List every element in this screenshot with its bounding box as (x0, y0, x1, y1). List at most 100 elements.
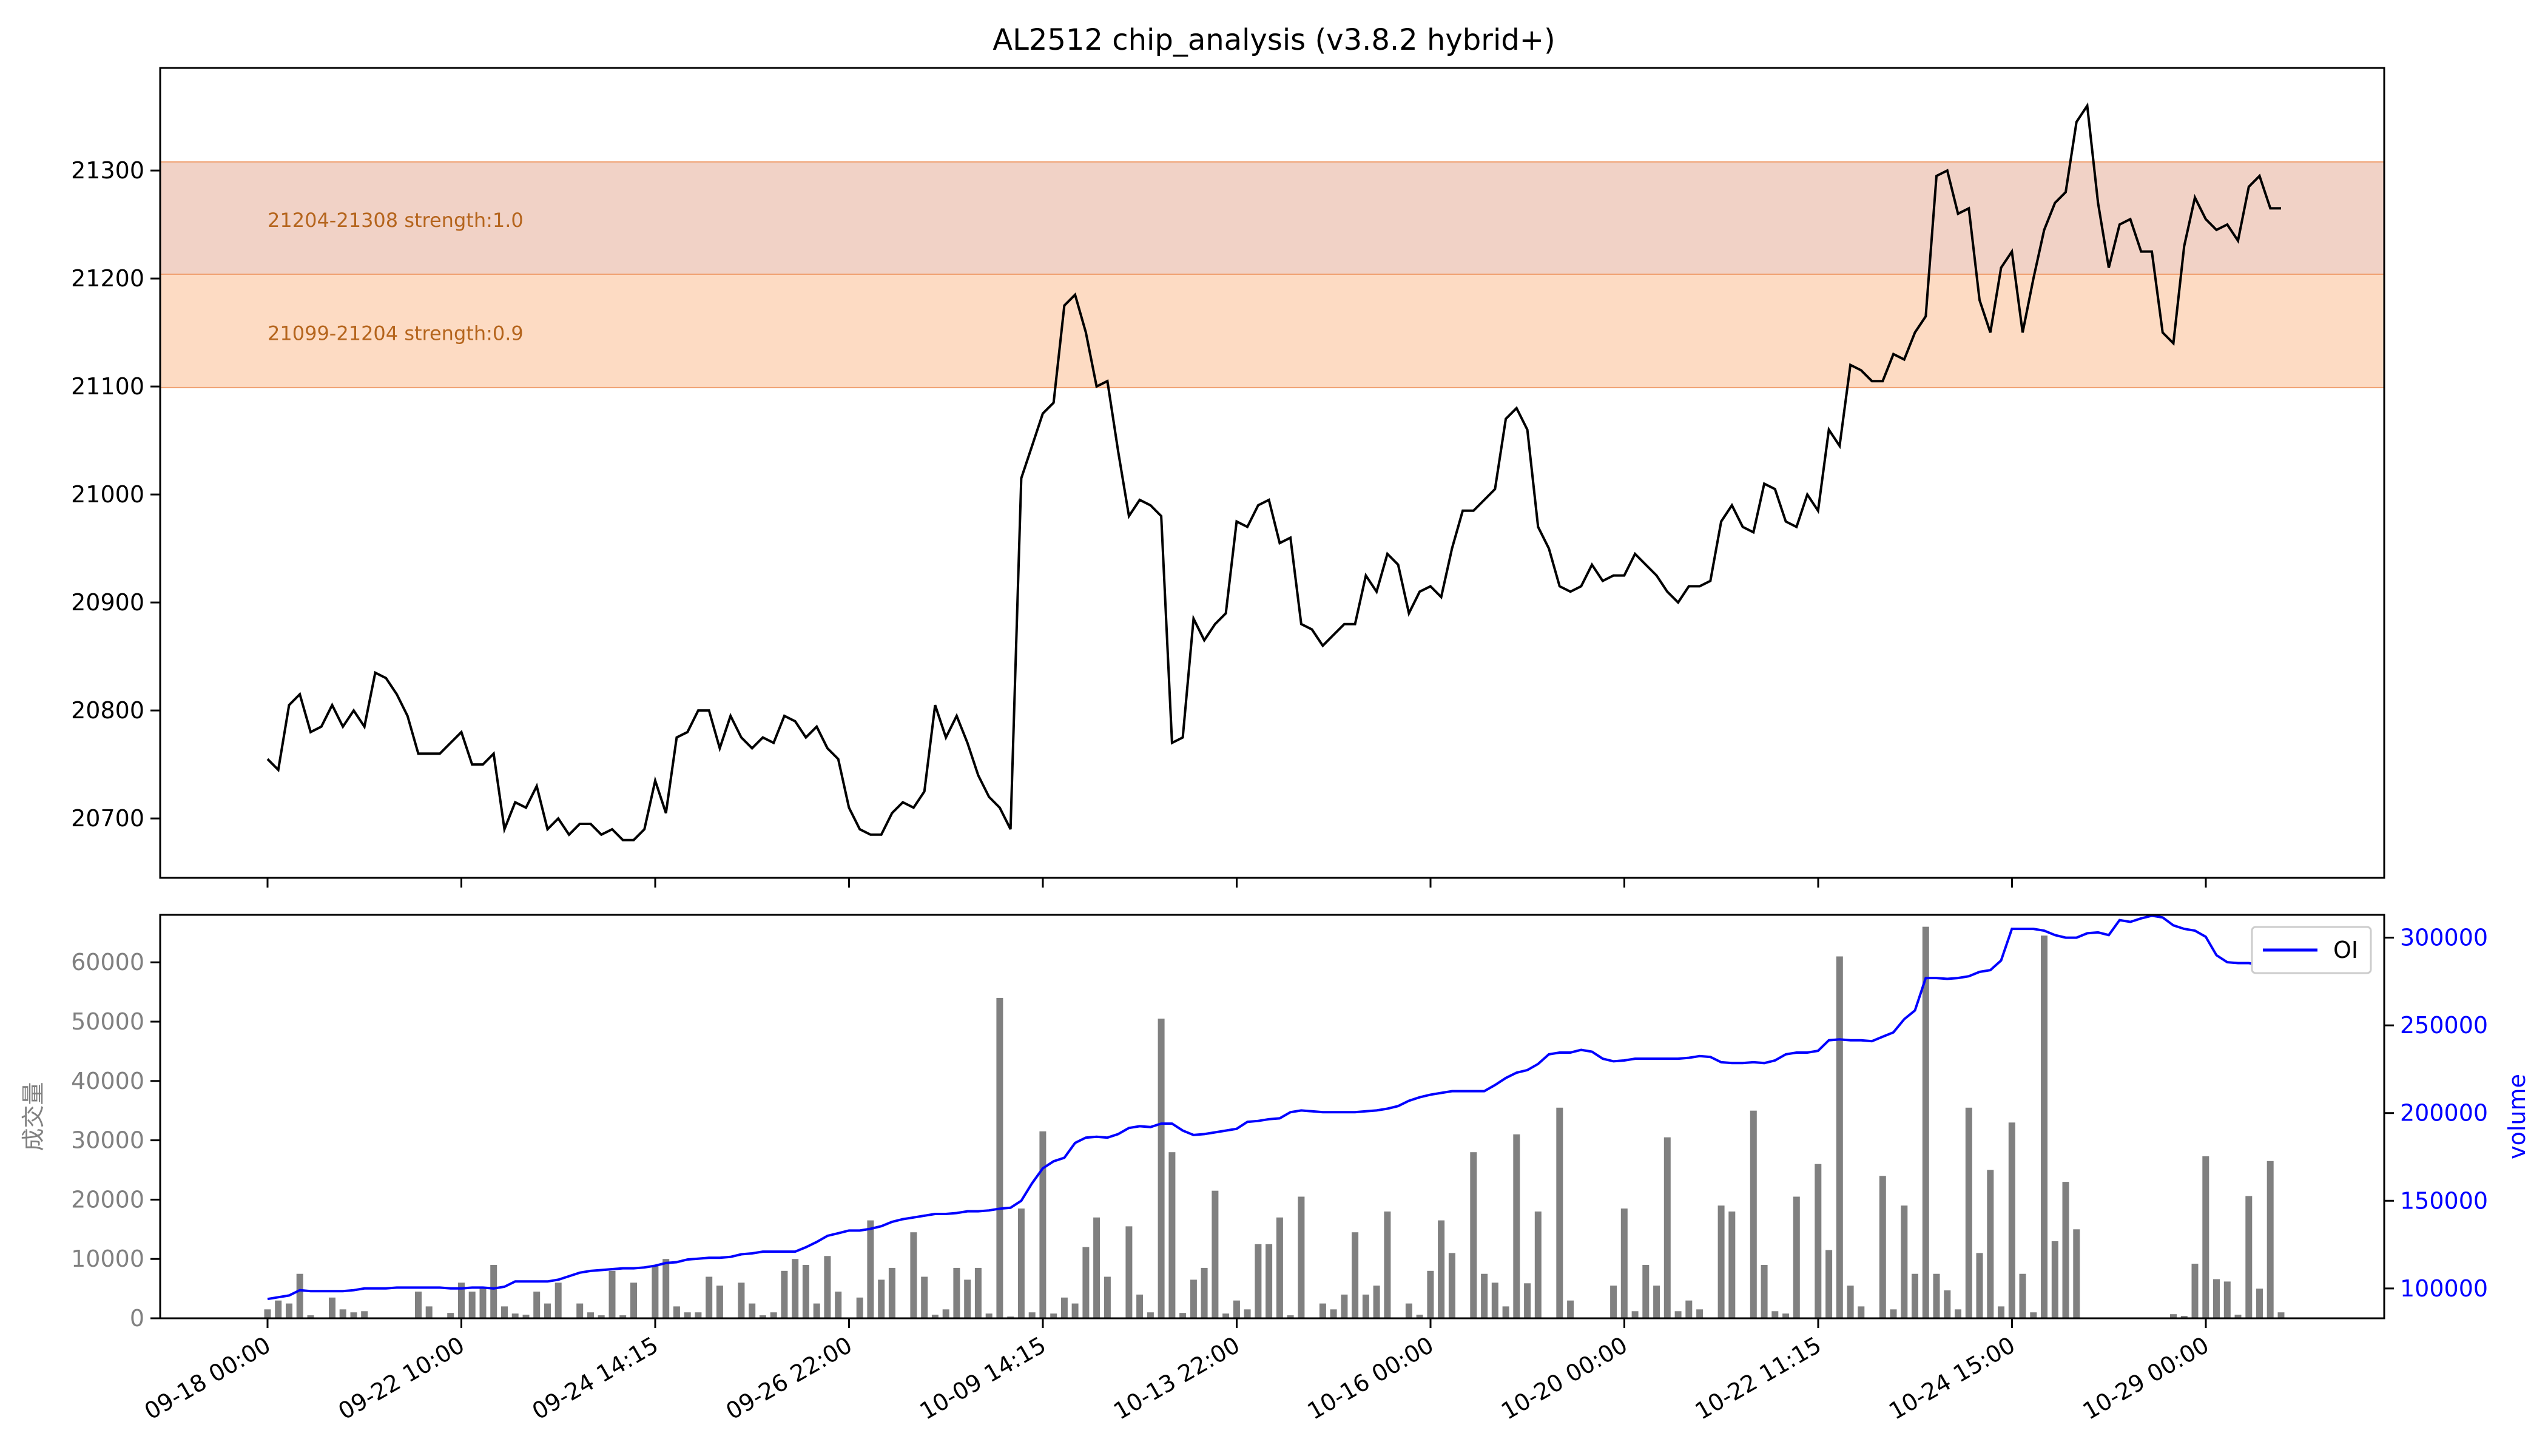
volume-bar (1082, 1247, 1090, 1318)
volume-bar (1405, 1303, 1412, 1318)
volume-bar (1481, 1273, 1488, 1318)
volume-bar (1362, 1294, 1369, 1318)
volume-bar (1028, 1312, 1036, 1318)
volume-bar (1890, 1309, 1897, 1318)
volume-bar (1825, 1250, 1833, 1318)
volume-bar (1244, 1309, 1251, 1318)
volume-bar (835, 1292, 842, 1318)
oi-ytick-label-1: 150000 (2400, 1187, 2488, 1214)
volume-bar (1696, 1309, 1704, 1318)
volume-bar (1674, 1311, 1682, 1318)
band-label-1: 21099-21204 strength:0.9 (268, 322, 524, 345)
volume-bar (974, 1267, 982, 1318)
volume-bar (1631, 1311, 1639, 1318)
volume-bar (781, 1270, 788, 1318)
volume-bar (576, 1303, 584, 1318)
volume-bar (1858, 1306, 1865, 1318)
volume-bar (1190, 1279, 1197, 1318)
volume-bars (264, 926, 2285, 1319)
price-ytick-label-5: 21200 (71, 265, 144, 292)
volume-bar (2256, 1289, 2263, 1318)
volume-bar (1502, 1306, 1509, 1318)
volume-bar (598, 1315, 605, 1318)
volume-bar (996, 997, 1003, 1318)
volume-bar (1610, 1286, 1617, 1318)
volume-bar (1416, 1315, 1423, 1318)
oi-line (267, 914, 2346, 1301)
volume-bar (1717, 1205, 1725, 1318)
volume-bar (286, 1303, 292, 1318)
oi-ytick-label-3: 250000 (2400, 1012, 2488, 1039)
volume-bar (716, 1286, 723, 1318)
volume-bar (1879, 1176, 1886, 1318)
volume-bar (1373, 1286, 1380, 1318)
volume-bar (447, 1313, 454, 1318)
volume-bar (1168, 1152, 1176, 1318)
volume-bar (608, 1270, 616, 1318)
volume-bar (1071, 1303, 1079, 1318)
volume-bar (415, 1292, 422, 1318)
volume-bar (1793, 1196, 1800, 1318)
volume-bar (1104, 1276, 1111, 1318)
xtick-label-5: 10-13 22:00 (1109, 1332, 1244, 1425)
volume-bar (867, 1220, 874, 1318)
price-line (266, 102, 2281, 841)
volume-bar (1093, 1217, 1100, 1319)
volume-bar (652, 1265, 659, 1318)
volume-ytick-label-2: 20000 (71, 1186, 144, 1213)
volume-bar (2062, 1182, 2069, 1318)
volume-bar (2202, 1156, 2209, 1318)
volume-bar (1330, 1309, 1337, 1318)
volume-bar (1663, 1137, 1671, 1318)
volume-bar (554, 1282, 562, 1318)
volume-bar (1276, 1217, 1283, 1319)
volume-bar (1298, 1196, 1305, 1318)
resistance-bands: 21204-21308 strength:1.0 21099-21204 stre… (160, 161, 2384, 388)
volume-bar (1567, 1300, 1574, 1318)
volume-bar (361, 1311, 368, 1318)
volume-bar (1438, 1220, 1445, 1318)
volume-bar (264, 1309, 271, 1318)
volume-bar (1039, 1131, 1046, 1318)
volume-bar (1922, 926, 1929, 1318)
volume-bar (2073, 1229, 2080, 1318)
legend-oi-label: OI (2333, 937, 2358, 963)
volume-bar (673, 1306, 680, 1318)
volume-bar (1470, 1152, 1477, 1318)
volume-bar (533, 1292, 541, 1318)
volume-x-axis: 09-18 00:00 09-22 10:00 09-24 14:15 09-26 2… (140, 1318, 2214, 1425)
volume-ytick-label-6: 60000 (71, 949, 144, 976)
legend: OI (2251, 926, 2372, 974)
volume-bar (458, 1282, 465, 1318)
volume-bar (1556, 1107, 1563, 1318)
volume-bar (1266, 1244, 1273, 1318)
volume-bar (2234, 1315, 2242, 1318)
volume-bar (296, 1273, 303, 1318)
xtick-label-0: 09-18 00:00 (140, 1332, 275, 1425)
volume-bar (2191, 1264, 2199, 1318)
volume-bar (856, 1297, 863, 1318)
xtick-label-1: 09-22 10:00 (334, 1332, 469, 1425)
volume-bar (1901, 1205, 1908, 1318)
volume-bar (1987, 1170, 1994, 1318)
volume-bar (888, 1267, 895, 1318)
volume-bar (1287, 1315, 1294, 1318)
volume-bar (587, 1312, 594, 1318)
volume-bar (964, 1279, 971, 1318)
volume-bar (2277, 1312, 2285, 1318)
volume-bar (706, 1276, 713, 1318)
volume-bar (1513, 1134, 1520, 1318)
oi-ytick-label-2: 200000 (2400, 1100, 2488, 1127)
volume-bar (544, 1303, 551, 1318)
volume-bar (501, 1306, 508, 1318)
volume-bar (2170, 1314, 2177, 1318)
volume-bar (1125, 1226, 1133, 1318)
volume-bar (1201, 1267, 1208, 1318)
volume-left-y-axis: 0 10000 20000 30000 40000 50000 60000 (71, 949, 160, 1332)
volume-bar (1233, 1300, 1240, 1318)
price-ytick-label-4: 21100 (71, 373, 144, 400)
volume-panel: 0 10000 20000 30000 40000 50000 60000 100000 15… (20, 914, 2530, 1425)
volume-bar (1222, 1313, 1230, 1318)
volume-bar (802, 1265, 809, 1318)
volume-bar (1158, 1019, 1165, 1318)
